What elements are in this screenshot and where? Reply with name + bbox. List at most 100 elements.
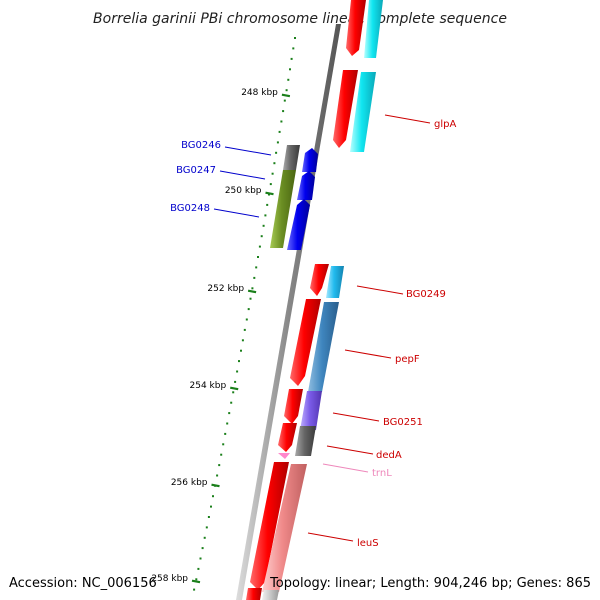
scale-minor-tick xyxy=(264,214,267,217)
scale-minor-tick xyxy=(258,245,261,248)
scale-minor-tick xyxy=(241,339,244,342)
scale-minor-tick xyxy=(271,172,274,175)
feature-cyan-1 xyxy=(364,0,383,58)
scale-minor-tick xyxy=(285,89,288,92)
feature-red-4 xyxy=(278,423,297,452)
scale-minor-tick xyxy=(276,141,279,144)
scale-minor-tick xyxy=(243,328,246,331)
feature-BG0247 xyxy=(270,170,296,248)
label-BG0246: BG0246 xyxy=(181,140,221,151)
scale-minor-tick xyxy=(207,516,210,518)
label-dedA: dedA xyxy=(376,450,402,461)
feature-BG0246 xyxy=(283,145,300,170)
feature-red-1 xyxy=(346,0,366,56)
scale-minor-tick xyxy=(205,526,208,529)
feature-glpA xyxy=(333,70,358,148)
scale-minor-tick xyxy=(280,120,283,123)
scale-minor-tick xyxy=(266,203,269,206)
label-trnL: trnL xyxy=(372,468,392,479)
leader-BG0247 xyxy=(219,170,266,180)
scale-minor-tick xyxy=(226,422,229,425)
scale-minor-tick xyxy=(247,308,250,311)
feature-pepF xyxy=(308,302,339,392)
scale-minor-tick xyxy=(203,536,206,539)
scale-minor-tick xyxy=(220,453,223,456)
leader-glpA xyxy=(384,114,431,124)
scale-minor-tick xyxy=(268,193,270,196)
feature-sky-1 xyxy=(326,266,344,298)
scale-minor-tick xyxy=(222,443,225,446)
scale-label: 256 kbp xyxy=(171,478,208,488)
scale-major-tick xyxy=(281,93,291,98)
leader-leuS xyxy=(307,532,354,542)
scale-label: 252 kbp xyxy=(207,284,244,294)
scale-minor-tick xyxy=(210,505,212,508)
feature-BG0248 xyxy=(287,199,310,250)
scale-minor-tick xyxy=(251,287,254,290)
scale-major-tick xyxy=(191,579,201,584)
label-BG0247: BG0247 xyxy=(176,165,216,176)
scale-minor-tick xyxy=(212,495,214,498)
label-leuS: leuS xyxy=(357,538,379,549)
scale-minor-tick xyxy=(216,474,219,477)
scale-minor-tick xyxy=(234,380,237,383)
scale-minor-tick xyxy=(195,578,198,581)
leader-BG0246 xyxy=(224,146,272,156)
scale-minor-tick xyxy=(289,68,291,71)
label-BG0248: BG0248 xyxy=(170,203,210,214)
scale-minor-tick xyxy=(193,588,196,591)
feature-cyan-2 xyxy=(350,72,376,152)
scale-minor-tick xyxy=(218,464,221,467)
scale-ticks: 248 kbp 250 kbp 252 kbp 254 kbp 256 kbp 258 k… xyxy=(151,37,296,591)
gene-labels: glpA BG0246 BG0247 BG0248 BG0249 pepF BG… xyxy=(170,114,456,549)
scale-minor-tick xyxy=(197,567,200,570)
scale-major-tick xyxy=(247,289,257,294)
scale-minor-tick xyxy=(253,276,256,279)
leader-dedA xyxy=(326,445,374,455)
scale-major-tick xyxy=(265,191,274,196)
feature-dedA xyxy=(295,426,316,456)
scale-minor-tick xyxy=(282,110,285,113)
leader-BG0248 xyxy=(213,208,260,218)
scale-minor-tick xyxy=(232,391,235,394)
accession-text: Accession: NC_006156 xyxy=(9,576,157,591)
feature-red-6 xyxy=(246,588,262,600)
scale-minor-tick xyxy=(275,151,278,154)
map-title: Borrelia garinii PBi chromosome linear, … xyxy=(93,11,507,27)
scale-minor-tick xyxy=(255,266,258,269)
feature-trnL xyxy=(278,453,290,459)
scale-minor-tick xyxy=(230,401,233,404)
leader-pepF xyxy=(344,349,392,359)
feature-red-2 xyxy=(290,299,321,386)
feature-blue-2 xyxy=(297,171,315,200)
summary-text: Topology: linear; Length: 904,246 bp; Ge… xyxy=(269,576,591,591)
scale-minor-tick xyxy=(290,57,293,60)
scale-minor-tick xyxy=(287,78,290,81)
feature-lightgray-1 xyxy=(262,590,279,600)
scale-major-tick xyxy=(211,483,220,488)
scale-minor-tick xyxy=(238,360,240,363)
feature-leuS xyxy=(262,464,307,592)
feature-BG0251 xyxy=(300,391,322,430)
scale-minor-tick xyxy=(240,349,242,352)
scale-minor-tick xyxy=(278,130,281,133)
scale-label: 250 kbp xyxy=(225,186,262,196)
scale-minor-tick xyxy=(257,256,259,258)
scale-minor-tick xyxy=(283,99,286,102)
leader-BG0251 xyxy=(332,412,380,422)
scale-minor-tick xyxy=(260,235,263,238)
scale-minor-tick xyxy=(249,297,252,300)
scale-label: 258 kbp xyxy=(151,574,188,584)
scale-minor-tick xyxy=(245,318,248,321)
scale-minor-tick xyxy=(262,224,265,227)
label-glpA: glpA xyxy=(434,119,456,130)
scale-minor-tick xyxy=(292,47,295,50)
feature-blue-1 xyxy=(302,148,318,172)
feature-red-5 xyxy=(250,462,289,590)
scale-minor-tick xyxy=(294,37,296,39)
scale-minor-tick xyxy=(199,557,202,560)
leader-trnL xyxy=(322,463,369,473)
scale-minor-tick xyxy=(224,432,227,435)
scale-minor-tick xyxy=(236,370,239,373)
